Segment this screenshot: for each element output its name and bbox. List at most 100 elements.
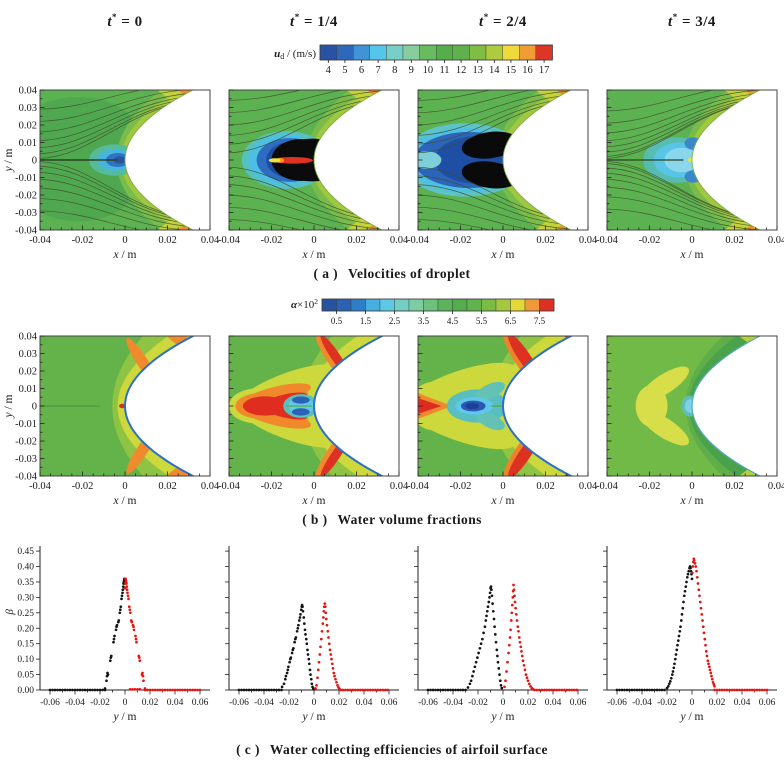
contour-field — [40, 336, 210, 476]
x-tick-label: 0.06 — [570, 698, 587, 708]
streamline — [40, 198, 187, 230]
scatter-point — [750, 688, 754, 692]
scatter-point — [330, 657, 333, 661]
scatter-point — [459, 688, 462, 692]
scatter-point — [623, 688, 626, 692]
scatter-point — [524, 673, 528, 676]
scatter-point — [118, 611, 122, 615]
x-tick-label: -0.04 — [254, 698, 274, 708]
scatter-point — [692, 558, 696, 562]
x-tick-label: 0.02 — [142, 698, 159, 708]
contour-blob — [635, 385, 668, 427]
scatter-point — [343, 688, 347, 692]
scatter-point — [426, 688, 430, 692]
x-tick-label: 0.02 — [331, 698, 348, 708]
y-tick-label: -0.04 — [15, 226, 38, 237]
scatter-point — [491, 609, 495, 613]
scatter-point — [121, 588, 125, 592]
y-tick-label: -0.03 — [15, 454, 37, 465]
scatter-point — [429, 688, 432, 692]
scatter-point — [545, 688, 549, 692]
contour-field — [607, 90, 777, 230]
scatter-point — [575, 688, 579, 692]
scatter-point — [66, 688, 69, 692]
contour-blob — [291, 408, 310, 416]
streamline — [607, 208, 715, 230]
x-tick-label: -0.04 — [596, 235, 619, 246]
scatter-point — [188, 688, 192, 692]
series-red — [123, 577, 202, 692]
scatter-point — [132, 628, 136, 632]
scatter-point — [701, 625, 705, 629]
scatter-point — [497, 667, 501, 670]
x-tick-label: -0.06 — [418, 698, 438, 708]
colorbar-segment — [510, 298, 526, 312]
scatter-point — [514, 613, 518, 616]
colorbar-segment — [365, 298, 381, 312]
scatter-point — [297, 623, 300, 627]
scatter-point — [671, 670, 675, 673]
scatter-point — [633, 688, 636, 692]
velocity-plot-3: -0.04 -0.02 0 0.02 0.04 x / m — [407, 89, 598, 261]
scatter-point — [650, 688, 654, 692]
scatter-point — [743, 688, 746, 692]
scatter-point — [252, 688, 256, 692]
y-tick-label: -0.02 — [15, 191, 37, 202]
scatter-point — [363, 688, 367, 692]
efficiency-scatter-plot-3: -0.06 -0.04 -0.02 0 0.02 0.04 0.06 y / m — [414, 546, 588, 723]
scatter-point — [315, 684, 318, 687]
streamline — [418, 219, 492, 230]
caption-a: ( a ) Velocities of droplet — [0, 266, 784, 282]
scatter-point — [490, 594, 494, 598]
contour-field — [607, 336, 777, 476]
scatter-point — [492, 617, 496, 621]
x-axis-title: x / m — [302, 495, 326, 507]
scatter-point — [720, 688, 724, 692]
contour-field — [229, 90, 399, 230]
x-tick-label: -0.04 — [29, 235, 52, 246]
colorbar-tick-label: 7 — [375, 65, 380, 76]
y-tick-label: 0.05 — [17, 671, 34, 681]
scatter-point — [298, 616, 302, 619]
scatter-point — [672, 666, 676, 670]
scatter-point — [615, 688, 619, 692]
scatter-point — [295, 629, 299, 633]
scatter-point — [68, 688, 72, 692]
colorbar-tick-label: 15 — [506, 65, 517, 76]
scatter-point — [371, 688, 375, 692]
scatter-point — [280, 685, 284, 689]
scatter-point — [193, 688, 197, 692]
scatter-point — [127, 597, 130, 601]
y-tick-label: 0 — [32, 156, 37, 167]
scatter-point — [356, 688, 360, 692]
scatter-point — [496, 654, 499, 658]
scatter-point — [327, 642, 331, 646]
series-black — [48, 577, 127, 692]
scatter-point — [527, 682, 531, 686]
scatter-point — [504, 679, 507, 683]
scatter-point — [176, 688, 179, 692]
caption-c-tag: ( c ) — [236, 742, 260, 757]
scatter-point — [106, 673, 110, 676]
caption-b-text: Water volume fractions — [337, 512, 482, 527]
scatter-point — [297, 619, 301, 622]
scatter-point — [510, 603, 514, 607]
scatter-point — [98, 688, 102, 692]
scatter-point — [706, 659, 710, 663]
x-axis-title: x / m — [113, 249, 137, 261]
scatter-point — [679, 625, 682, 629]
x-tick-label: 0 — [312, 698, 317, 708]
scatter-point — [451, 688, 455, 692]
scatter-point — [689, 566, 692, 570]
scatter-point — [464, 688, 467, 692]
scatter-point — [126, 591, 129, 595]
scatter-point — [118, 608, 122, 612]
colorbar-segment — [402, 44, 420, 61]
scatter-point — [48, 688, 52, 692]
scatter-point — [336, 684, 339, 687]
scatter-point — [306, 653, 310, 656]
colorbar-tick-label: 9 — [409, 65, 414, 76]
scatter-point — [675, 648, 679, 652]
scatter-point — [117, 619, 121, 622]
scatter-point — [141, 671, 144, 675]
